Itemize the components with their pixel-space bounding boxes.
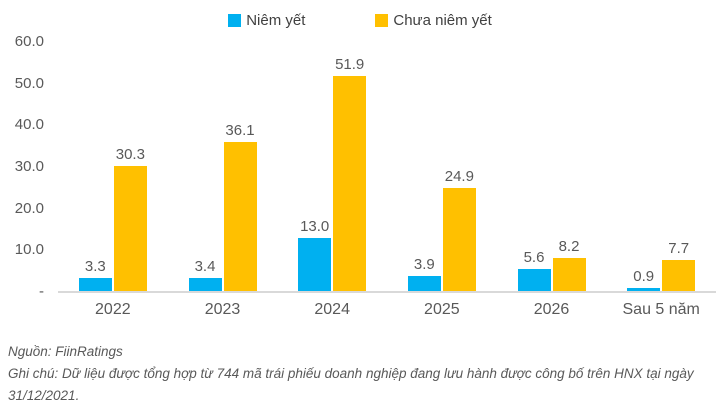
y-axis-tick: 30.0 <box>14 158 44 175</box>
y-axis-tick: 50.0 <box>14 74 44 92</box>
bar-unlisted: 24.9 <box>442 168 476 292</box>
bar-value-label: 8.2 <box>558 237 580 255</box>
bar-listed: 3.4 <box>188 258 222 292</box>
x-axis-label: 2022 <box>95 301 131 318</box>
bar-group: 3.4 36.1 <box>168 42 278 292</box>
bar-unlisted: 7.7 <box>662 240 696 292</box>
bar-group: 0.9 7.7 <box>606 42 716 292</box>
bar-value-label: 3.9 <box>413 255 435 273</box>
bar-value-label: 3.3 <box>84 258 106 276</box>
bar-value-label: 3.4 <box>194 257 216 275</box>
x-axis-label: Sau 5 năm <box>622 301 700 318</box>
legend-label: Chưa niêm yết <box>393 12 492 29</box>
x-axis-label: 2025 <box>424 301 460 318</box>
bar-value-label: 13.0 <box>300 217 330 235</box>
source-note: Nguồn: FiinRatings <box>8 344 123 359</box>
bar-value-label: 30.3 <box>115 145 145 163</box>
bar-value-label: 0.9 <box>633 268 655 286</box>
bar-group: 5.6 8.2 <box>497 42 607 292</box>
legend-item: Chưa niêm yết <box>375 12 492 29</box>
bar-unlisted: 51.9 <box>333 56 367 292</box>
x-axis-label: 2024 <box>314 301 350 318</box>
bar-value-label: 24.9 <box>444 168 474 186</box>
footnote: Ghi chú: Dữ liệu được tổng hợp từ 744 mã… <box>8 366 694 403</box>
bar-unlisted: 30.3 <box>113 146 147 292</box>
y-axis-tick: 60.0 <box>14 33 44 50</box>
x-axis-line <box>58 291 716 293</box>
y-axis: 60.0 50.0 40.0 30.0 20.0 10.0 - <box>0 34 48 300</box>
bar-listed: 3.3 <box>78 258 112 292</box>
x-axis-labels: 2022 2023 2024 2025 2026 Sau 5 năm <box>58 301 716 319</box>
bar-group: 13.0 51.9 <box>277 42 387 292</box>
legend-swatch-icon <box>228 14 242 27</box>
bar-listed: 0.9 <box>627 268 661 292</box>
y-axis-tick: 40.0 <box>14 116 44 134</box>
bar-unlisted: 8.2 <box>552 238 586 292</box>
y-axis-tick: 10.0 <box>14 241 44 259</box>
y-axis-tick: - <box>39 283 44 300</box>
plot-area: 3.3 30.3 3.4 36.1 13.0 51.9 3.9 24.9 5.6 8.2 0.9 7.… <box>58 42 716 293</box>
y-axis-tick: 20.0 <box>14 199 44 217</box>
bar-listed: 3.9 <box>407 256 441 292</box>
bar-value-label: 36.1 <box>225 121 255 139</box>
x-axis-label: 2026 <box>533 301 570 318</box>
bar-value-label: 51.9 <box>335 55 365 73</box>
bar-value-label: 7.7 <box>668 239 690 257</box>
legend-label: Niêm yết <box>246 12 306 29</box>
legend-swatch-icon <box>375 14 389 27</box>
chart-legend: Niêm yết Chưa niêm yết <box>0 12 720 29</box>
bar-unlisted: 36.1 <box>223 122 257 292</box>
legend-item: Niêm yết <box>228 12 305 29</box>
bar-listed: 13.0 <box>298 218 332 292</box>
chart-footer: Nguồn: FiinRatings Ghi chú: Dữ liệu được… <box>8 341 714 407</box>
bar-groups: 3.3 30.3 3.4 36.1 13.0 51.9 3.9 24.9 5.6 8.2 0.9 7.… <box>58 42 716 292</box>
x-axis-label: 2023 <box>204 301 241 318</box>
bar-group: 3.9 24.9 <box>387 42 497 292</box>
bar-group: 3.3 30.3 <box>58 42 168 292</box>
bar-listed: 5.6 <box>517 249 551 292</box>
bar-value-label: 5.6 <box>523 248 545 266</box>
